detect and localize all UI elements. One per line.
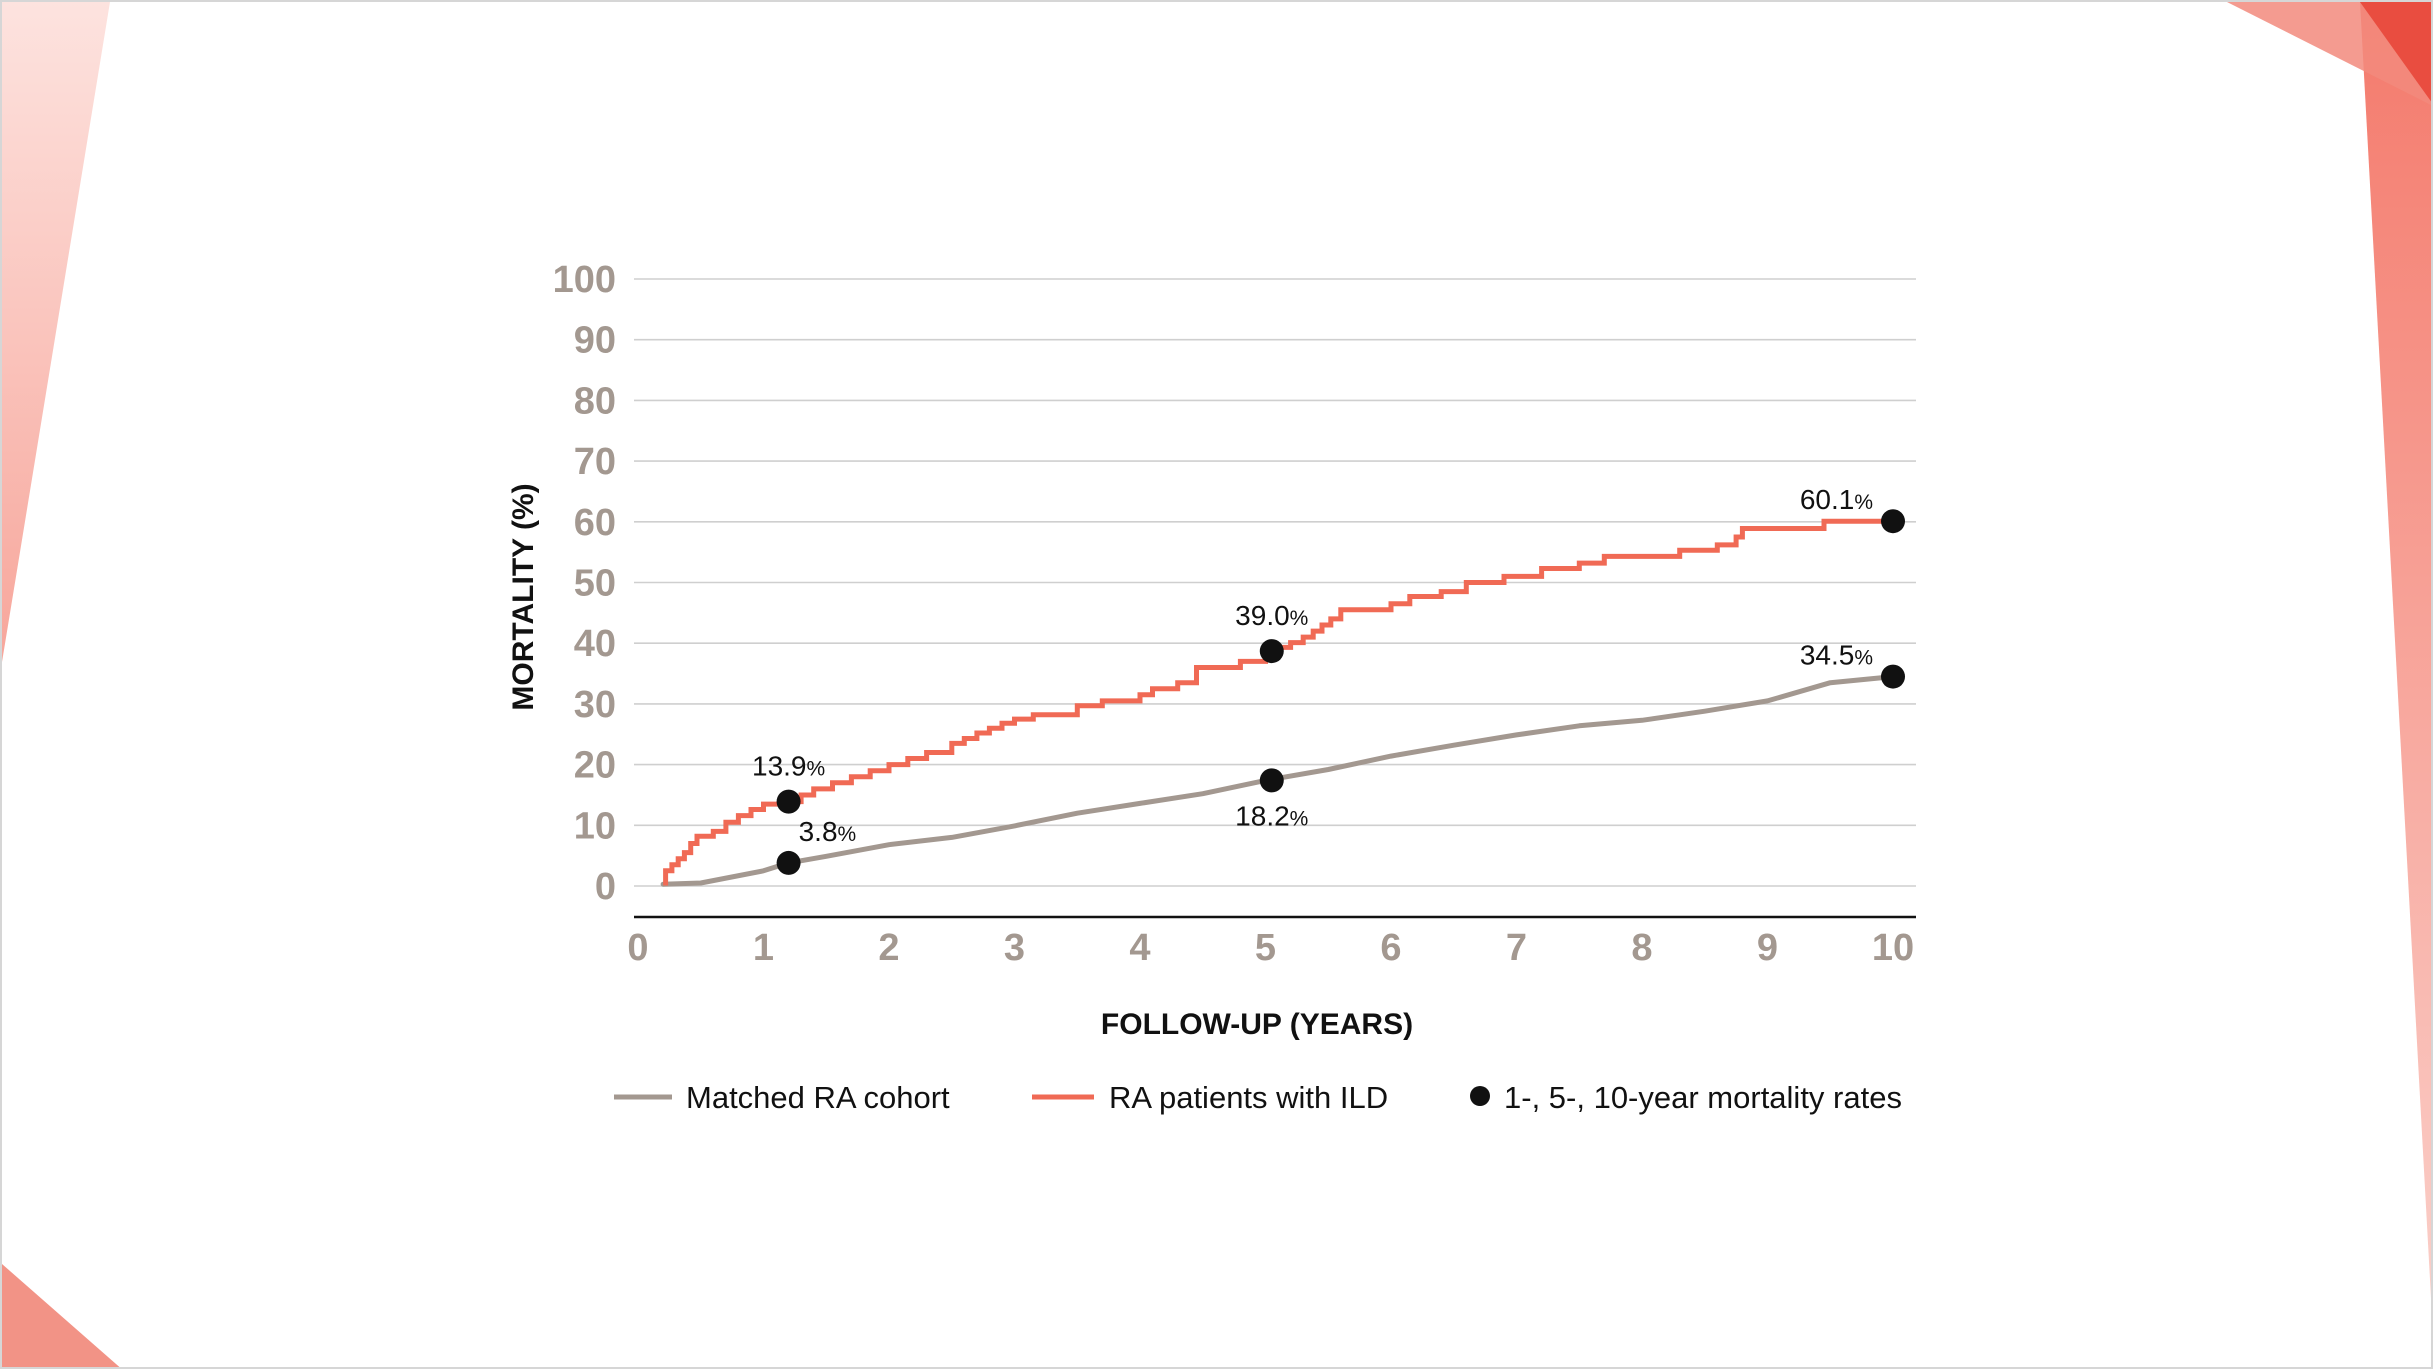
mortality-rate-label: 18.2% <box>1235 800 1308 831</box>
x-tick-label: 5 <box>1255 927 1276 969</box>
x-tick-label: 9 <box>1757 927 1778 969</box>
mortality-marker <box>776 850 801 875</box>
mortality-rate-unit: % <box>838 823 857 846</box>
x-tick-label: 1 <box>753 927 774 969</box>
legend-swatch-markers <box>1470 1086 1490 1106</box>
mortality-rate-unit: % <box>1854 491 1873 514</box>
corner-decor-shape <box>2360 2 2431 102</box>
mortality-rate-unit: % <box>1290 807 1309 830</box>
x-tick-label: 6 <box>1380 927 1401 969</box>
x-tick-label: 8 <box>1631 927 1652 969</box>
mortality-rate-label: 60.1% <box>1800 484 1873 515</box>
legend-item-matched: Matched RA cohort <box>614 1080 950 1115</box>
y-axis-title: MORTALITY (%) <box>507 483 540 710</box>
mortality-marker <box>1259 639 1284 664</box>
mortality-marker <box>776 789 801 814</box>
x-tick-label: 4 <box>1129 927 1150 969</box>
y-tick-label: 30 <box>574 684 616 726</box>
x-tick-label: 10 <box>1872 927 1914 969</box>
x-tick-label: 0 <box>627 927 648 969</box>
mortality-rate-unit: % <box>1290 607 1309 630</box>
legend-label-ild: RA patients with ILD <box>1109 1080 1388 1115</box>
legend-item-markers: 1-, 5-, 10-year mortality rates <box>1470 1080 1902 1115</box>
mortality-rate-value: 60.1 <box>1800 484 1855 515</box>
series-line-ra-patients-with-ild <box>663 518 1893 886</box>
legend: Matched RA cohort RA patients with ILD 1… <box>614 1080 1902 1115</box>
mortality-rate-labels: 13.9%3.8%39.0%18.2%60.1%34.5% <box>752 484 1873 847</box>
y-tick-labels: 0 10 20 30 40 50 60 70 80 90 100 <box>553 259 616 908</box>
x-tick-labels: 0 1 2 3 4 5 6 7 8 9 10 <box>627 927 1914 969</box>
mortality-rate-label: 3.8% <box>799 816 857 847</box>
mortality-rate-label: 39.0% <box>1235 600 1308 631</box>
x-tick-label: 3 <box>1004 927 1025 969</box>
y-tick-label: 90 <box>574 320 616 362</box>
y-tick-label: 100 <box>553 259 616 301</box>
left-decor-shape <box>2 2 110 662</box>
bottom-left-decor-shape <box>2 1264 120 1367</box>
mortality-rate-value: 39.0 <box>1235 600 1290 631</box>
mortality-rate-unit: % <box>807 758 826 781</box>
mortality-rate-value: 34.5 <box>1800 640 1855 671</box>
mortality-rate-value: 18.2 <box>1235 800 1290 831</box>
legend-label-markers: 1-, 5-, 10-year mortality rates <box>1504 1080 1902 1115</box>
mortality-marker <box>1881 509 1905 534</box>
mortality-rate-unit: % <box>1854 647 1873 670</box>
mortality-rate-value: 3.8 <box>799 816 838 847</box>
right-decor-shape <box>2360 2 2431 1298</box>
mortality-marker <box>1259 768 1284 793</box>
y-tick-label: 70 <box>574 441 616 483</box>
series-line-matched-ra-cohort <box>660 674 1896 887</box>
y-tick-label: 40 <box>574 623 616 665</box>
x-tick-label: 2 <box>878 927 899 969</box>
mortality-rate-label: 34.5% <box>1800 640 1873 671</box>
y-tick-label: 0 <box>595 866 616 908</box>
legend-label-matched: Matched RA cohort <box>686 1080 950 1115</box>
mortality-rate-value: 13.9 <box>752 751 807 782</box>
x-axis-title: FOLLOW-UP (YEARS) <box>1101 1008 1413 1041</box>
mortality-rate-markers <box>776 509 1905 875</box>
mortality-rate-label: 13.9% <box>752 751 825 782</box>
y-tick-label: 60 <box>574 502 616 544</box>
x-tick-label: 7 <box>1506 927 1527 969</box>
y-tick-label: 10 <box>574 805 616 847</box>
y-tick-label: 80 <box>574 380 616 422</box>
y-tick-label: 50 <box>574 563 616 605</box>
gridlines <box>634 278 1916 887</box>
legend-item-ild: RA patients with ILD <box>1032 1080 1388 1115</box>
mortality-marker <box>1881 664 1905 689</box>
y-tick-label: 20 <box>574 745 616 787</box>
